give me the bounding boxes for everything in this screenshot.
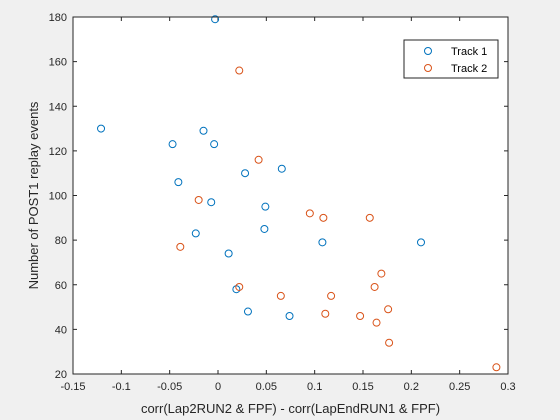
axes-box bbox=[72, 16, 509, 375]
x-axis-label: corr(Lap2RUN2 & FPF) - corr(LapEndRUN1 &… bbox=[141, 401, 440, 416]
scatter-point-track-2 bbox=[235, 66, 244, 75]
y-tick-label: 40 bbox=[55, 324, 67, 336]
scatter-point-track-1 bbox=[277, 164, 286, 173]
data-points bbox=[97, 15, 501, 372]
y-tick-label: 100 bbox=[49, 191, 67, 203]
x-tick-label: 0 bbox=[215, 381, 221, 393]
y-tick-label: 180 bbox=[49, 12, 67, 24]
scatter-point-track-2 bbox=[365, 213, 374, 222]
scatter-point-track-1 bbox=[210, 140, 219, 149]
scatter-point-track-1 bbox=[97, 124, 106, 133]
scatter-point-track-2 bbox=[276, 291, 285, 300]
x-tick-label: 0.05 bbox=[256, 381, 277, 393]
scatter-point-track-2 bbox=[492, 363, 501, 372]
scatter-point-track-2 bbox=[377, 269, 386, 278]
scatter-point-track-2 bbox=[385, 338, 394, 347]
scatter-point-track-2 bbox=[176, 242, 185, 251]
x-tick-label: -0.1 bbox=[112, 381, 131, 393]
y-tick-label: 120 bbox=[49, 146, 67, 158]
y-tick-label: 140 bbox=[49, 101, 67, 113]
scatter-point-track-1 bbox=[260, 224, 269, 233]
legend-box bbox=[403, 39, 499, 79]
x-tick-label: 0.25 bbox=[449, 381, 470, 393]
scatter-point-track-1 bbox=[168, 140, 177, 149]
legend-marker-track-2 bbox=[424, 64, 432, 72]
x-tick-label: 0.3 bbox=[500, 381, 515, 393]
scatter-point-track-1 bbox=[174, 178, 183, 187]
scatter-point-track-2 bbox=[321, 309, 330, 318]
scatter-point-track-1 bbox=[417, 238, 425, 247]
y-tick-label: 80 bbox=[55, 235, 67, 247]
scatter-point-track-2 bbox=[327, 291, 336, 300]
y-tick-label: 20 bbox=[55, 369, 67, 381]
scatter-point-track-2 bbox=[370, 282, 379, 291]
scatter-point-track-2 bbox=[194, 195, 203, 204]
y-tick-label: 60 bbox=[55, 280, 67, 292]
legend-marker-track-1 bbox=[424, 47, 432, 55]
y-axis-label: Number of POST1 replay events bbox=[26, 101, 41, 289]
scatter-point-track-2 bbox=[319, 213, 328, 222]
x-tick-label: -0.15 bbox=[60, 381, 85, 393]
y-tick-label: 160 bbox=[49, 57, 67, 69]
x-tick-label: 0.15 bbox=[352, 381, 373, 393]
legend-label-track-2: Track 2 bbox=[451, 63, 487, 75]
scatter-point-track-1 bbox=[199, 126, 208, 135]
scatter-point-track-2 bbox=[372, 318, 381, 327]
scatter-point-track-1 bbox=[285, 311, 294, 320]
scatter-point-track-1 bbox=[211, 15, 220, 24]
scatter-point-track-2 bbox=[235, 282, 244, 291]
scatter-point-track-2 bbox=[254, 155, 263, 164]
legend: Track 1 Track 2 bbox=[403, 39, 499, 79]
scatter-point-track-1 bbox=[318, 238, 327, 247]
scatter-point-track-2 bbox=[356, 311, 365, 320]
x-tick-label: -0.05 bbox=[157, 381, 182, 393]
scatter-point-track-1 bbox=[261, 202, 270, 211]
scatter-point-track-2 bbox=[384, 305, 393, 314]
scatter-point-track-1 bbox=[207, 198, 216, 207]
scatter-point-track-1 bbox=[241, 169, 250, 178]
scatter-point-track-1 bbox=[243, 307, 252, 316]
scatter-point-track-1 bbox=[224, 249, 233, 258]
x-tick-label: 0.2 bbox=[404, 381, 419, 393]
scatter-point-track-2 bbox=[305, 209, 314, 218]
x-tick-label: 0.1 bbox=[307, 381, 322, 393]
axis-ticks: -0.15 -0.1 -0.05 0 0.05 0.1 0.15 0.2 0.25 0.3 20 40… bbox=[49, 12, 516, 393]
legend-label-track-1: Track 1 bbox=[451, 46, 487, 58]
scatter-point-track-1 bbox=[191, 229, 200, 238]
